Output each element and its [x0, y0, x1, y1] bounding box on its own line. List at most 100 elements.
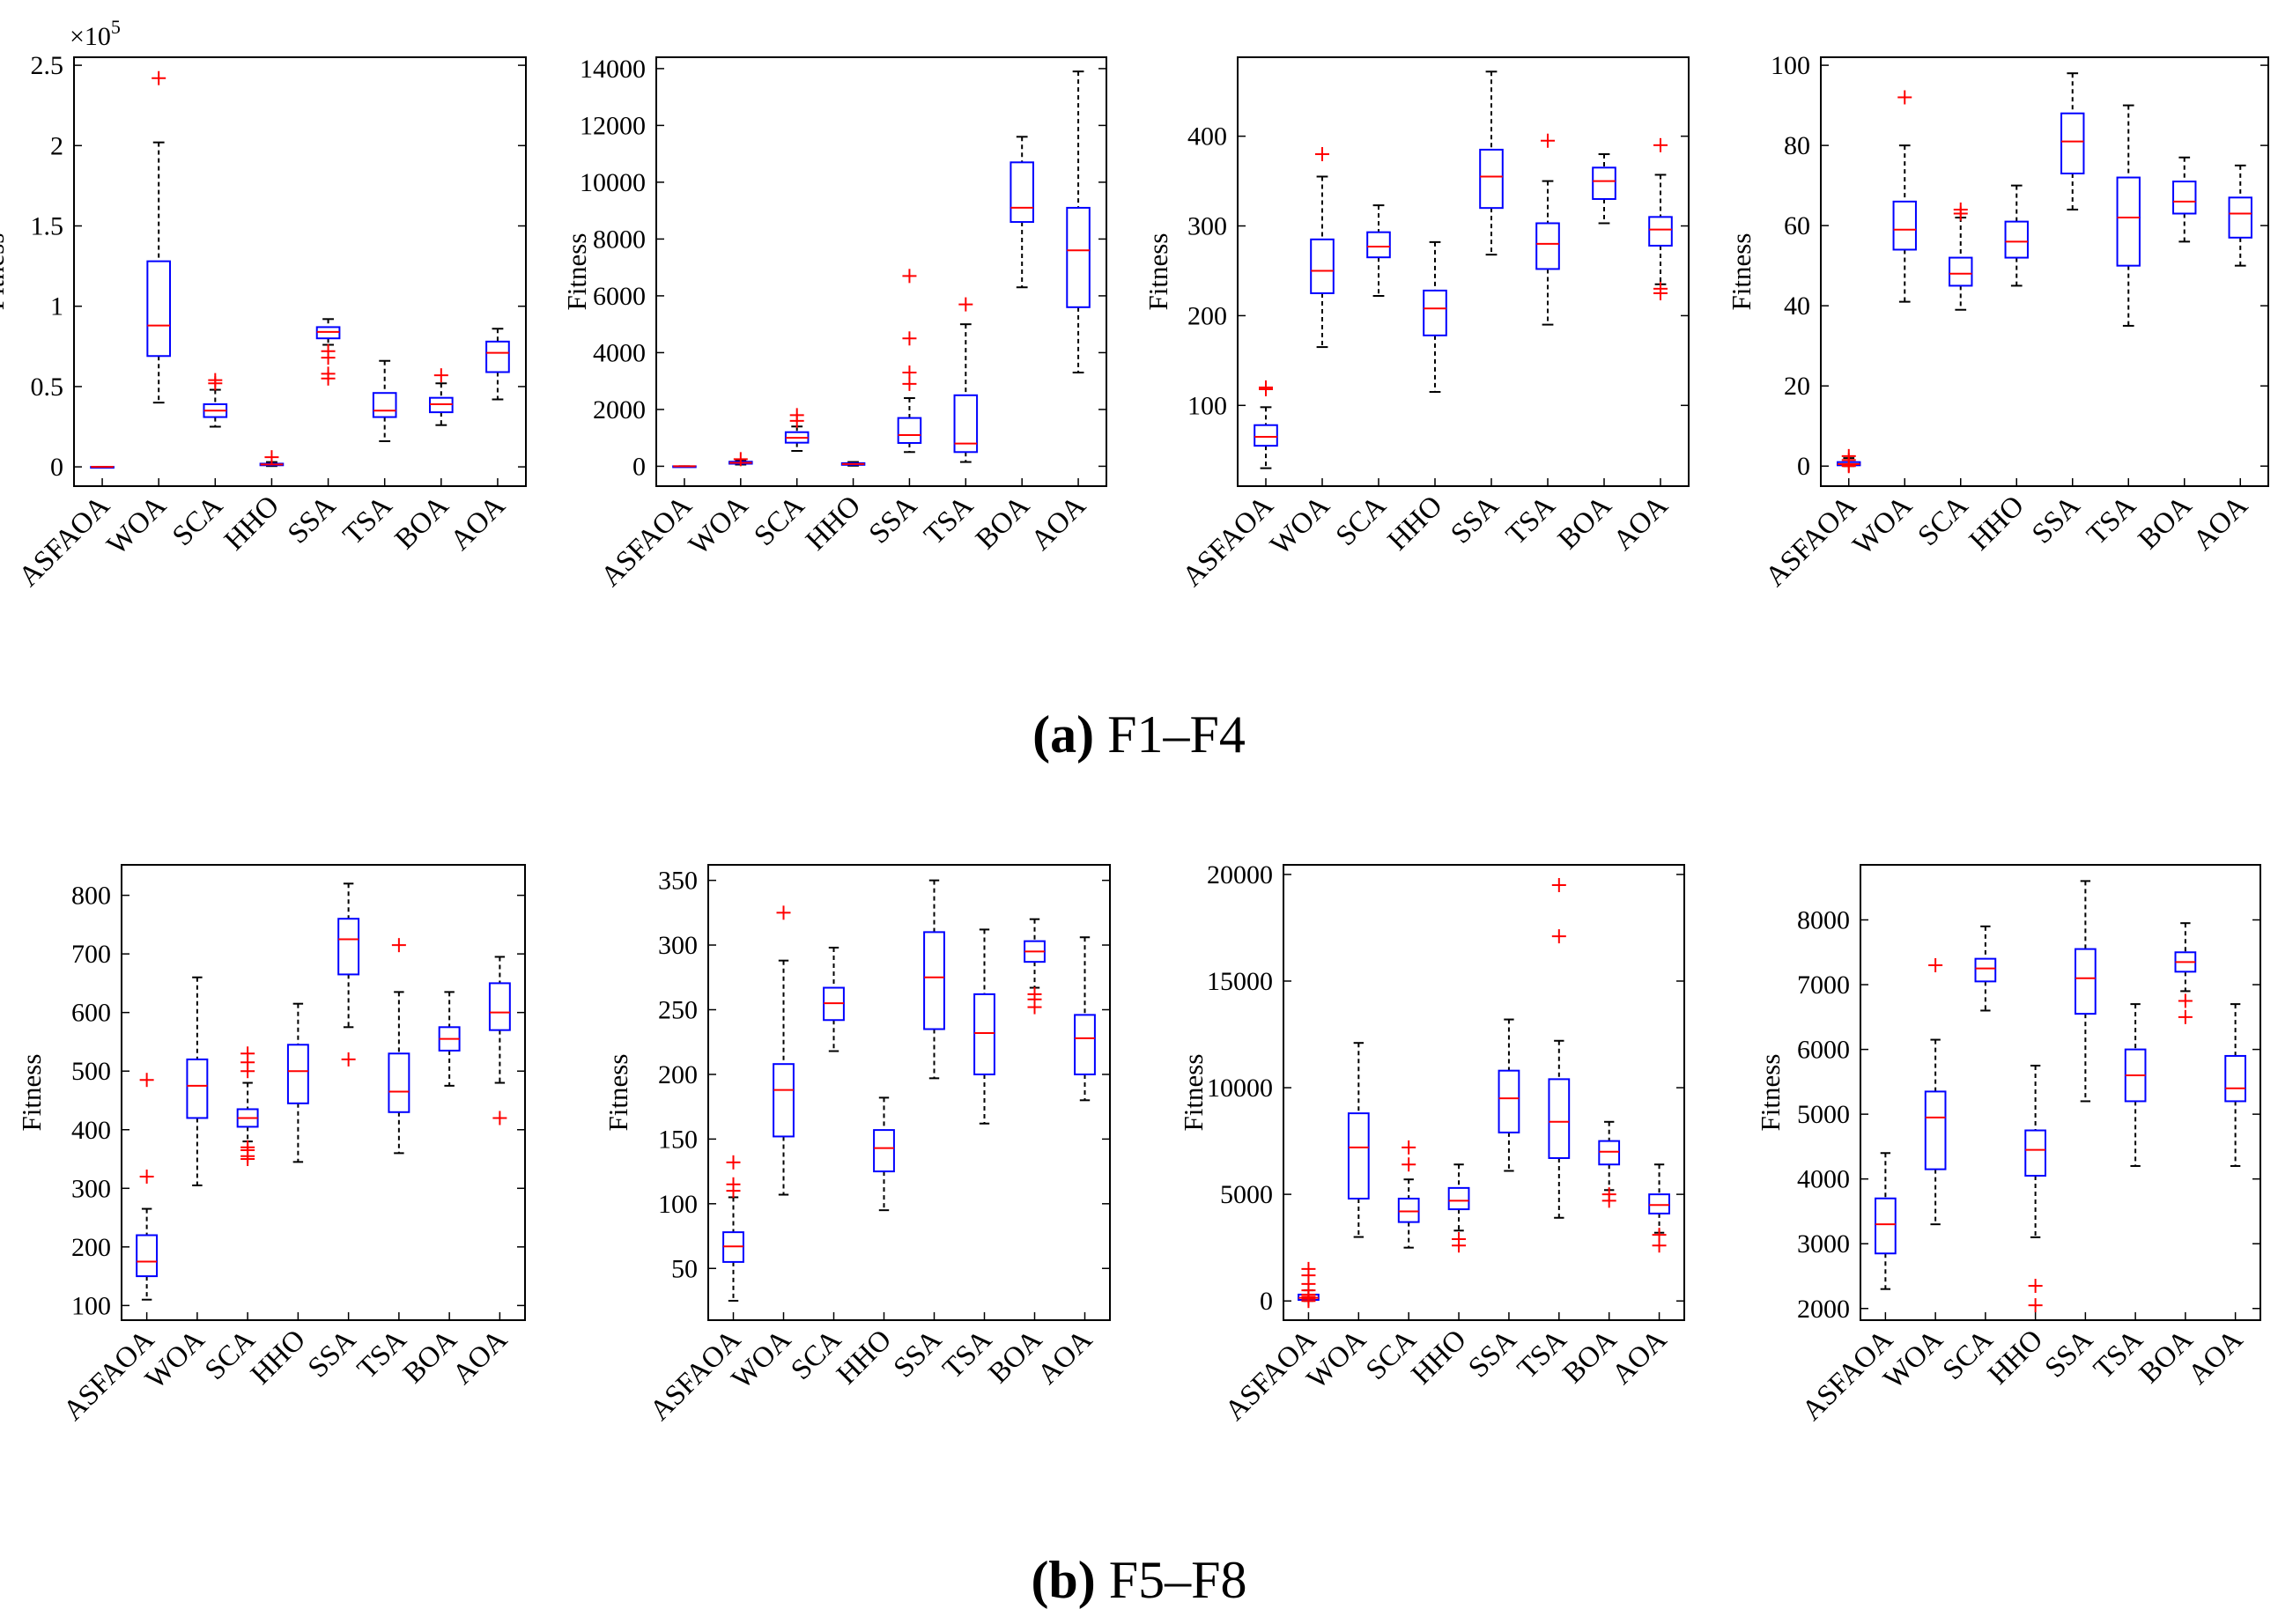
- box-sca: [203, 373, 228, 428]
- iqr-box: [286, 1044, 309, 1104]
- x-category-label: HHO: [1982, 1324, 2049, 1391]
- caption-b-letter: (b): [1031, 1551, 1096, 1609]
- outlier-marker: [1953, 202, 1968, 217]
- y-tick-label: 7000: [1797, 971, 1850, 1000]
- outlier-marker: [733, 452, 748, 467]
- iqr-box: [1924, 1090, 1947, 1170]
- x-category-label: WOA: [1878, 1324, 1949, 1395]
- y-tick-label: 600: [71, 999, 111, 1028]
- outlier-marker: [1653, 281, 1668, 296]
- y-tick-label: 2.5: [31, 51, 64, 80]
- box-ssa: [2075, 880, 2097, 1103]
- box-hho: [840, 461, 866, 467]
- axes-frame: [1283, 864, 1685, 1321]
- box-sca: [1366, 204, 1391, 298]
- axes-frame: [707, 864, 1111, 1321]
- axes-frame: [1820, 56, 2269, 487]
- outlier-marker: [2178, 993, 2193, 1008]
- box-aoa: [1074, 936, 1096, 1102]
- y-axis-label: Fitness: [1178, 1054, 1209, 1132]
- box-tsa: [372, 359, 397, 442]
- box-asfaoa: [672, 465, 697, 469]
- y-tick-label: 12000: [580, 111, 646, 140]
- y-tick-label: 1: [50, 292, 63, 321]
- box-hho: [2024, 1064, 2046, 1313]
- caption-a: (a) F1–F4: [0, 705, 2278, 765]
- y-exponent-label: ×105: [70, 16, 121, 51]
- boxplot-panel-f2: 0 2000 4000 6000 8000 10000 12000 14000 Fitness A…: [561, 55, 1107, 593]
- x-category-label: BOA: [970, 490, 1036, 556]
- y-tick-label: 4000: [593, 338, 646, 367]
- iqr-box: [1548, 1078, 1571, 1159]
- y-tick-label: 60: [1784, 211, 1810, 240]
- box-ssa: [337, 882, 360, 1067]
- y-tick-label: 150: [658, 1125, 698, 1154]
- boxplot-panel-f1: 0 0.5 1 1.5 2 2.5×105 Fitness ASFAOAWOASCAHHOSS…: [0, 16, 527, 593]
- y-tick-label: 10000: [1207, 1074, 1273, 1103]
- box-boa: [438, 991, 461, 1087]
- outlier-marker: [264, 450, 279, 465]
- x-category-label: TSA: [2081, 490, 2142, 551]
- box-boa: [1010, 136, 1034, 289]
- box-ssa: [897, 269, 922, 454]
- y-tick-label: 8000: [593, 225, 646, 254]
- y-axis-label: Fitness: [1726, 233, 1757, 311]
- caption-b: (b) F5–F8: [0, 1550, 2278, 1611]
- outlier-marker: [776, 905, 791, 920]
- y-tick-label: 400: [1187, 122, 1227, 151]
- iqr-box: [2060, 112, 2085, 174]
- box-boa: [1598, 1120, 1621, 1208]
- outlier-marker: [1652, 1228, 1667, 1243]
- x-category-label: ASFAOA: [1177, 490, 1280, 593]
- box-woa: [1310, 147, 1335, 349]
- box-boa: [1024, 918, 1046, 1015]
- box-woa: [146, 70, 172, 404]
- outlier-marker: [240, 1046, 255, 1061]
- iqr-box: [1535, 222, 1560, 270]
- caption-a-letter: (a): [1032, 705, 1095, 764]
- box-asfaoa: [1298, 1261, 1320, 1309]
- outlier-marker: [902, 365, 917, 380]
- iqr-box: [2116, 176, 2141, 267]
- y-axis-label: Fitness: [1143, 233, 1173, 311]
- box-tsa: [2116, 104, 2141, 327]
- outlier-marker: [726, 1155, 741, 1170]
- iqr-box: [1397, 1197, 1420, 1223]
- y-axis-label: Fitness: [561, 233, 592, 311]
- x-category-label: TSA: [1512, 1324, 1573, 1385]
- box-hho: [2004, 184, 2029, 287]
- y-tick-label: 0: [50, 453, 63, 482]
- x-category-label: SSA: [1445, 490, 1505, 550]
- outlier-marker: [1897, 90, 1912, 105]
- x-category-label: ASFAOA: [595, 490, 699, 593]
- box-hho: [873, 1096, 895, 1212]
- x-category-label: AOA: [1025, 490, 1092, 557]
- box-hho: [286, 1002, 309, 1163]
- box-ssa: [1498, 1018, 1520, 1172]
- box-hho: [1447, 1163, 1470, 1253]
- y-tick-label: 300: [71, 1174, 111, 1203]
- x-category-label: AOA: [1606, 1324, 1673, 1391]
- x-category-label: BOA: [389, 490, 455, 556]
- outlier-marker: [1452, 1231, 1467, 1246]
- x-category-label: SCA: [1330, 490, 1393, 552]
- x-category-label: AOA: [1032, 1324, 1098, 1391]
- iqr-box: [973, 993, 995, 1075]
- box-sca: [236, 1046, 259, 1167]
- y-tick-label: 200: [71, 1233, 111, 1262]
- outlier-marker: [1301, 1261, 1316, 1276]
- outlier-marker: [341, 1052, 356, 1067]
- x-category-label: SCA: [1912, 490, 1975, 552]
- y-tick-label: 2000: [593, 395, 646, 424]
- x-category-label: ASFAOA: [1759, 490, 1862, 593]
- box-aoa: [488, 956, 511, 1126]
- iqr-box: [1875, 1197, 1897, 1255]
- x-category-label: TSA: [918, 490, 980, 551]
- box-tsa: [388, 938, 410, 1155]
- x-category-label: SCA: [166, 490, 229, 552]
- axes-frame: [121, 864, 526, 1321]
- outlier-marker: [1551, 878, 1566, 893]
- boxplot-panel-f8: 2000300040005000600070008000FitnessASFAO…: [1755, 864, 2261, 1427]
- x-category-label: TSA: [351, 1324, 413, 1385]
